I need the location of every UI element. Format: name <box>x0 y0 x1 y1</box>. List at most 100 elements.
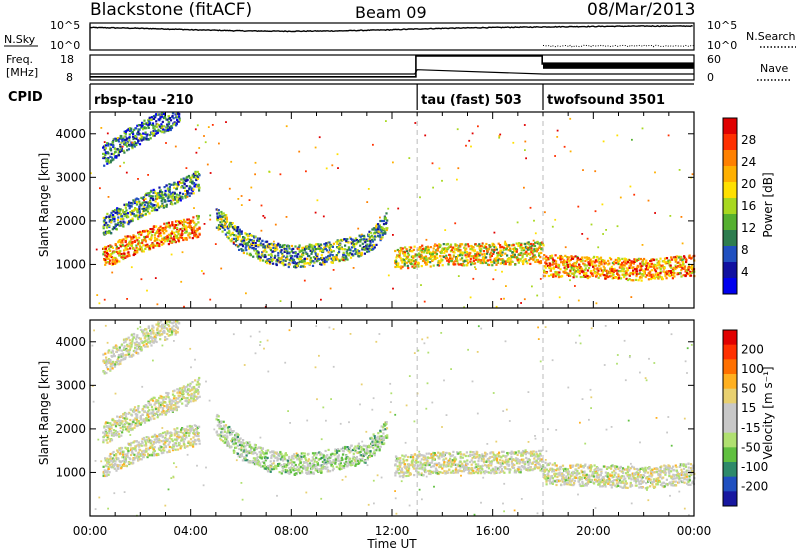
data-cell <box>447 247 449 249</box>
data-cell <box>370 232 372 234</box>
noise-cell <box>595 210 597 212</box>
data-cell <box>145 442 147 444</box>
data-cell <box>104 457 106 459</box>
noise-cell <box>692 173 694 175</box>
data-cell <box>181 237 183 239</box>
data-cell <box>163 449 165 451</box>
data-cell <box>112 214 114 216</box>
data-cell <box>104 224 106 226</box>
noise-cell <box>305 170 307 172</box>
data-cell <box>488 264 490 266</box>
data-cell <box>297 253 299 255</box>
data-cell <box>615 262 617 264</box>
data-cell <box>637 265 639 267</box>
data-cell <box>107 152 109 154</box>
data-cell <box>122 218 124 220</box>
data-cell <box>119 363 121 365</box>
data-cell <box>688 267 690 269</box>
data-cell <box>351 239 353 241</box>
data-cell <box>166 451 168 453</box>
data-cell <box>142 408 144 410</box>
y-tick-label: 1000 <box>55 257 86 271</box>
data-cell <box>629 278 631 280</box>
data-cell <box>255 236 257 238</box>
data-cell <box>170 119 172 121</box>
data-cell <box>140 416 142 418</box>
data-cell <box>118 154 120 156</box>
noise-cell <box>682 243 684 245</box>
data-cell <box>191 220 193 222</box>
noise-cell <box>498 135 500 137</box>
data-cell <box>119 250 121 252</box>
data-cell <box>116 423 118 425</box>
noise-cell <box>439 168 441 170</box>
data-cell <box>123 253 125 255</box>
data-cell <box>108 248 110 250</box>
data-cell <box>110 460 112 462</box>
data-cell <box>456 257 458 259</box>
noise-cell <box>426 239 428 241</box>
noise-cell <box>155 277 157 279</box>
data-cell <box>629 272 631 274</box>
noise-cell <box>196 152 198 154</box>
noise-cell <box>531 286 533 288</box>
data-cell <box>611 266 613 268</box>
data-cell <box>164 205 166 207</box>
data-cell <box>198 215 200 217</box>
data-cell <box>169 451 171 453</box>
data-cell <box>243 252 245 254</box>
data-cell <box>499 244 501 246</box>
data-cell <box>135 144 137 146</box>
noise-cell <box>474 266 476 268</box>
data-cell <box>137 352 139 354</box>
data-cell <box>223 220 225 222</box>
data-cell <box>245 249 247 251</box>
data-cell <box>636 270 638 272</box>
data-cell <box>452 247 454 249</box>
data-cell <box>306 253 308 255</box>
noise-cell <box>157 303 159 305</box>
data-cell <box>495 247 497 249</box>
data-cell <box>469 252 471 254</box>
data-cell <box>164 186 166 188</box>
data-cell <box>679 262 681 264</box>
data-cell <box>162 436 164 438</box>
noise-cell <box>475 268 477 270</box>
data-cell <box>255 245 257 247</box>
noise-cell <box>523 187 525 189</box>
data-cell <box>666 277 668 279</box>
data-cell <box>481 253 483 255</box>
data-cell <box>156 435 158 437</box>
data-cell <box>142 244 144 246</box>
noise-cell <box>449 245 451 247</box>
data-cell <box>358 255 360 257</box>
data-cell <box>153 452 155 454</box>
data-cell <box>320 264 322 266</box>
data-cell <box>561 256 563 258</box>
data-cell <box>573 267 575 269</box>
data-cell <box>539 256 541 258</box>
cpid-segment-label: tau (fast) 503 <box>421 93 522 108</box>
data-cell <box>286 258 288 260</box>
data-cell <box>422 248 424 250</box>
data-cell <box>105 222 107 224</box>
data-cell <box>106 472 108 474</box>
data-cell <box>167 129 169 131</box>
noise-cell <box>669 215 671 217</box>
beam-title: Beam 09 <box>355 3 427 22</box>
data-cell <box>264 248 266 250</box>
y-tick-label: 2000 <box>55 214 86 228</box>
data-cell <box>189 195 191 197</box>
data-cell <box>550 267 552 269</box>
data-cell <box>152 400 154 402</box>
data-cell <box>577 269 579 271</box>
data-cell <box>175 449 177 451</box>
data-cell <box>551 274 553 276</box>
data-cell <box>135 445 137 447</box>
data-cell <box>182 193 184 195</box>
data-cell <box>173 224 175 226</box>
data-cell <box>181 445 183 447</box>
data-cell <box>198 383 200 385</box>
data-cell <box>581 257 583 259</box>
